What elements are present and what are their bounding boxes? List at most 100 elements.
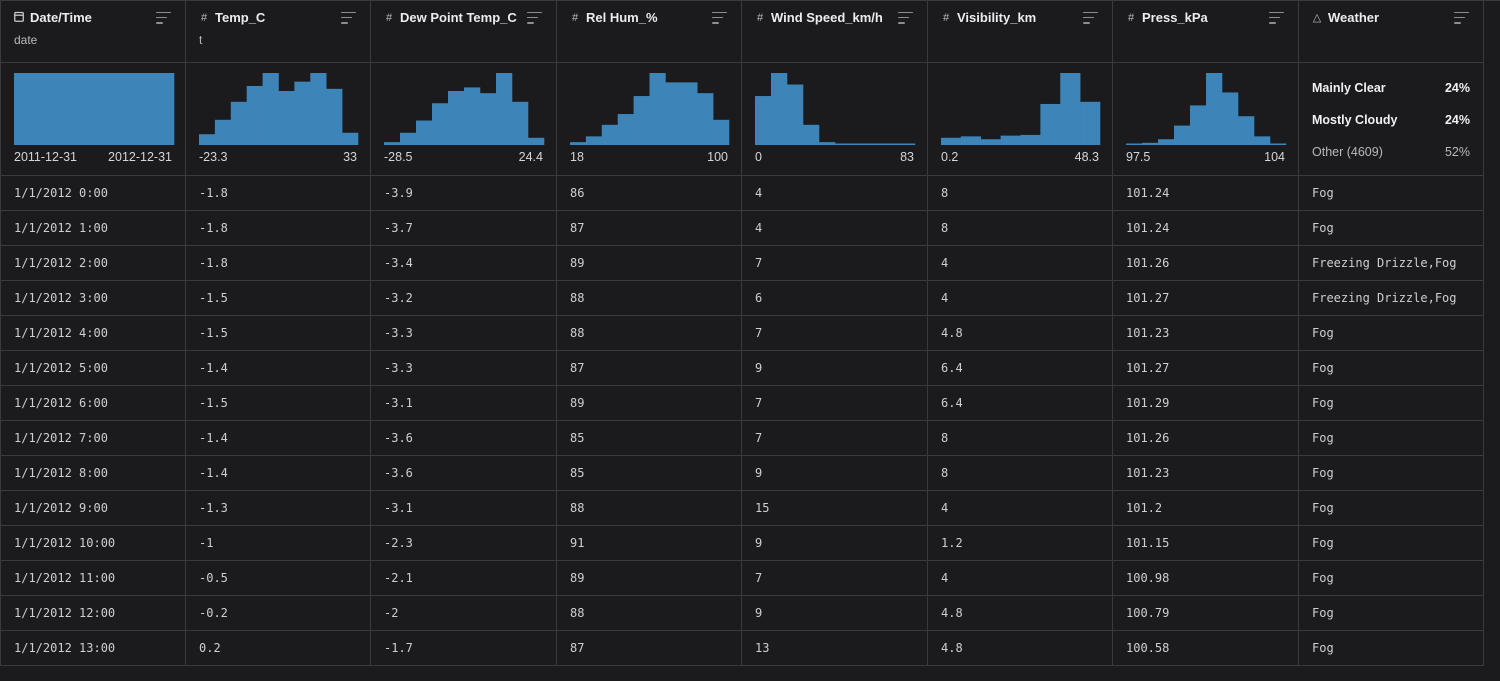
table-cell-temp-c[interactable]: -1 [186, 526, 371, 561]
table-cell-visibility-km[interactable]: 8 [928, 421, 1113, 456]
table-cell-dew-point-temp-c[interactable]: -2.1 [371, 561, 557, 596]
table-cell-rel-hum[interactable]: 87 [557, 351, 742, 386]
table-cell-date-time[interactable]: 1/1/2012 7:00 [0, 421, 186, 456]
table-cell-press-kpa[interactable]: 101.23 [1113, 456, 1299, 491]
table-cell-press-kpa[interactable]: 100.98 [1113, 561, 1299, 596]
table-cell-date-time[interactable]: 1/1/2012 1:00 [0, 211, 186, 246]
table-cell-rel-hum[interactable]: 87 [557, 211, 742, 246]
table-cell-weather[interactable]: Freezing Drizzle,Fog [1299, 281, 1484, 316]
table-cell-visibility-km[interactable]: 8 [928, 176, 1113, 211]
table-cell-date-time[interactable]: 1/1/2012 2:00 [0, 246, 186, 281]
table-row[interactable]: 1/1/2012 1:00 -1.8 -3.7 87 4 8 101.24 Fog [0, 211, 1500, 246]
table-row[interactable]: 1/1/2012 11:00 -0.5 -2.1 89 7 4 100.98 Fog [0, 561, 1500, 596]
table-cell-wind-speed-km-h[interactable]: 7 [742, 421, 928, 456]
table-cell-wind-speed-km-h[interactable]: 9 [742, 526, 928, 561]
table-cell-weather[interactable]: Fog [1299, 596, 1484, 631]
table-cell-visibility-km[interactable]: 6.4 [928, 386, 1113, 421]
table-row[interactable]: 1/1/2012 5:00 -1.4 -3.3 87 9 6.4 101.27 Fog [0, 351, 1500, 386]
table-cell-temp-c[interactable]: -1.5 [186, 386, 371, 421]
sort-icon[interactable] [712, 11, 728, 24]
table-cell-press-kpa[interactable]: 101.29 [1113, 386, 1299, 421]
column-header-press-kpa[interactable]: # Press_kPa [1113, 0, 1299, 63]
table-cell-weather[interactable]: Fog [1299, 456, 1484, 491]
table-row[interactable]: 1/1/2012 9:00 -1.3 -3.1 88 15 4 101.2 Fog [0, 491, 1500, 526]
table-cell-visibility-km[interactable]: 4.8 [928, 631, 1113, 666]
table-cell-wind-speed-km-h[interactable]: 15 [742, 491, 928, 526]
table-cell-weather[interactable]: Fog [1299, 631, 1484, 666]
table-cell-rel-hum[interactable]: 89 [557, 386, 742, 421]
column-header-weather[interactable]: △ Weather [1299, 0, 1484, 63]
sort-icon[interactable] [156, 11, 172, 24]
table-cell-rel-hum[interactable]: 88 [557, 316, 742, 351]
table-cell-date-time[interactable]: 1/1/2012 8:00 [0, 456, 186, 491]
table-cell-dew-point-temp-c[interactable]: -3.6 [371, 456, 557, 491]
table-cell-rel-hum[interactable]: 91 [557, 526, 742, 561]
table-cell-weather[interactable]: Fog [1299, 421, 1484, 456]
table-cell-date-time[interactable]: 1/1/2012 13:00 [0, 631, 186, 666]
table-cell-temp-c[interactable]: 0.2 [186, 631, 371, 666]
table-row[interactable]: 1/1/2012 8:00 -1.4 -3.6 85 9 8 101.23 Fog [0, 456, 1500, 491]
column-header-date-time[interactable]: Date/Time date [0, 0, 186, 63]
table-cell-temp-c[interactable]: -1.8 [186, 176, 371, 211]
table-cell-temp-c[interactable]: -1.4 [186, 456, 371, 491]
table-cell-visibility-km[interactable]: 4 [928, 561, 1113, 596]
table-cell-weather[interactable]: Fog [1299, 386, 1484, 421]
table-row[interactable]: 1/1/2012 0:00 -1.8 -3.9 86 4 8 101.24 Fog [0, 176, 1500, 211]
table-cell-date-time[interactable]: 1/1/2012 3:00 [0, 281, 186, 316]
table-cell-rel-hum[interactable]: 88 [557, 491, 742, 526]
table-row[interactable]: 1/1/2012 13:00 0.2 -1.7 87 13 4.8 100.58 Fog [0, 631, 1500, 666]
table-cell-temp-c[interactable]: -1.5 [186, 281, 371, 316]
table-cell-wind-speed-km-h[interactable]: 9 [742, 351, 928, 386]
table-cell-wind-speed-km-h[interactable]: 7 [742, 316, 928, 351]
table-cell-dew-point-temp-c[interactable]: -2 [371, 596, 557, 631]
table-cell-press-kpa[interactable]: 101.24 [1113, 176, 1299, 211]
column-header-visibility-km[interactable]: # Visibility_km [928, 0, 1113, 63]
sort-icon[interactable] [1454, 11, 1470, 24]
sort-icon[interactable] [527, 11, 543, 24]
table-cell-weather[interactable]: Fog [1299, 351, 1484, 386]
table-row[interactable]: 1/1/2012 4:00 -1.5 -3.3 88 7 4.8 101.23 Fog [0, 316, 1500, 351]
table-cell-wind-speed-km-h[interactable]: 7 [742, 386, 928, 421]
table-cell-date-time[interactable]: 1/1/2012 11:00 [0, 561, 186, 596]
sort-icon[interactable] [341, 11, 357, 24]
table-cell-dew-point-temp-c[interactable]: -3.7 [371, 211, 557, 246]
table-cell-dew-point-temp-c[interactable]: -3.9 [371, 176, 557, 211]
table-cell-dew-point-temp-c[interactable]: -3.2 [371, 281, 557, 316]
table-cell-dew-point-temp-c[interactable]: -3.3 [371, 316, 557, 351]
table-cell-rel-hum[interactable]: 89 [557, 246, 742, 281]
table-cell-weather[interactable]: Fog [1299, 491, 1484, 526]
table-cell-visibility-km[interactable]: 8 [928, 456, 1113, 491]
table-row[interactable]: 1/1/2012 6:00 -1.5 -3.1 89 7 6.4 101.29 Fog [0, 386, 1500, 421]
table-cell-weather[interactable]: Fog [1299, 526, 1484, 561]
table-cell-wind-speed-km-h[interactable]: 7 [742, 246, 928, 281]
table-row[interactable]: 1/1/2012 12:00 -0.2 -2 88 9 4.8 100.79 Fog [0, 596, 1500, 631]
table-cell-press-kpa[interactable]: 100.58 [1113, 631, 1299, 666]
table-cell-temp-c[interactable]: -1.4 [186, 421, 371, 456]
column-header-rel-hum[interactable]: # Rel Hum_% [557, 0, 742, 63]
table-cell-rel-hum[interactable]: 85 [557, 421, 742, 456]
table-cell-wind-speed-km-h[interactable]: 9 [742, 596, 928, 631]
table-cell-press-kpa[interactable]: 101.26 [1113, 246, 1299, 281]
table-cell-press-kpa[interactable]: 100.79 [1113, 596, 1299, 631]
table-cell-press-kpa[interactable]: 101.23 [1113, 316, 1299, 351]
table-cell-press-kpa[interactable]: 101.27 [1113, 351, 1299, 386]
sort-icon[interactable] [1269, 11, 1285, 24]
table-cell-weather[interactable]: Fog [1299, 211, 1484, 246]
table-cell-visibility-km[interactable]: 1.2 [928, 526, 1113, 561]
table-cell-temp-c[interactable]: -0.5 [186, 561, 371, 596]
table-cell-dew-point-temp-c[interactable]: -3.3 [371, 351, 557, 386]
sort-icon[interactable] [898, 11, 914, 24]
table-cell-visibility-km[interactable]: 4 [928, 491, 1113, 526]
table-cell-temp-c[interactable]: -1.4 [186, 351, 371, 386]
table-cell-rel-hum[interactable]: 86 [557, 176, 742, 211]
table-cell-visibility-km[interactable]: 8 [928, 211, 1113, 246]
table-cell-date-time[interactable]: 1/1/2012 12:00 [0, 596, 186, 631]
table-cell-temp-c[interactable]: -0.2 [186, 596, 371, 631]
table-cell-dew-point-temp-c[interactable]: -1.7 [371, 631, 557, 666]
table-cell-temp-c[interactable]: -1.3 [186, 491, 371, 526]
table-cell-date-time[interactable]: 1/1/2012 5:00 [0, 351, 186, 386]
table-row[interactable]: 1/1/2012 3:00 -1.5 -3.2 88 6 4 101.27 Freezing … [0, 281, 1500, 316]
table-cell-wind-speed-km-h[interactable]: 7 [742, 561, 928, 596]
column-header-temp-c[interactable]: # Temp_C t [186, 0, 371, 63]
table-cell-rel-hum[interactable]: 87 [557, 631, 742, 666]
